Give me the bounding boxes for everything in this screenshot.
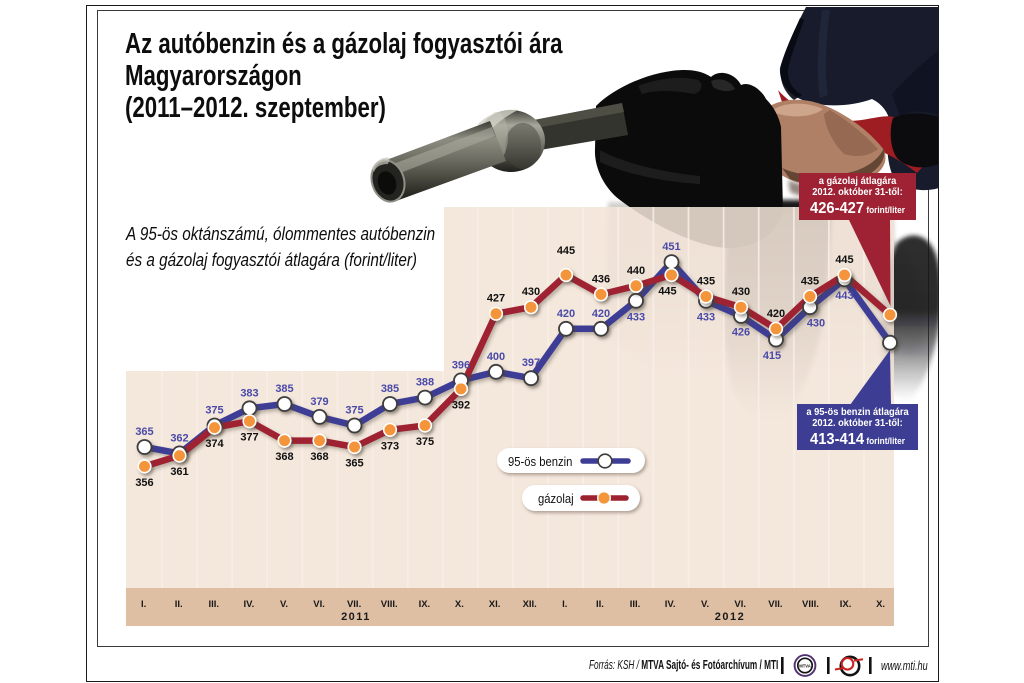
svg-text:433: 433 xyxy=(627,311,645,323)
svg-text:392: 392 xyxy=(452,399,470,411)
svg-text:368: 368 xyxy=(310,451,328,463)
svg-text:373: 373 xyxy=(381,440,399,452)
svg-text:440: 440 xyxy=(627,265,645,277)
svg-text:443: 443 xyxy=(835,290,853,302)
svg-text:II.: II. xyxy=(175,599,183,610)
svg-text:361: 361 xyxy=(170,466,188,478)
svg-text:400: 400 xyxy=(487,351,505,363)
svg-text:445: 445 xyxy=(658,286,676,298)
svg-text:383: 383 xyxy=(240,387,258,399)
svg-text:X.: X. xyxy=(876,599,885,610)
svg-text:VI.: VI. xyxy=(313,599,325,610)
svg-text:435: 435 xyxy=(697,276,715,288)
svg-text:374: 374 xyxy=(205,438,224,450)
svg-text:365: 365 xyxy=(345,458,363,470)
svg-text:X.: X. xyxy=(455,599,464,610)
svg-text:IV.: IV. xyxy=(665,599,676,610)
svg-text:368: 368 xyxy=(275,451,293,463)
svg-text:VII.: VII. xyxy=(768,599,782,610)
svg-text:388: 388 xyxy=(416,377,434,389)
svg-text:397: 397 xyxy=(522,357,540,369)
svg-text:XI.: XI. xyxy=(489,599,501,610)
svg-text:385: 385 xyxy=(381,383,399,395)
svg-text:426: 426 xyxy=(732,326,750,338)
svg-text:III.: III. xyxy=(630,599,641,610)
svg-text:415: 415 xyxy=(763,350,781,362)
svg-text:VI.: VI. xyxy=(734,599,746,610)
svg-text:VIII.: VIII. xyxy=(381,599,398,610)
svg-text:MTVA: MTVA xyxy=(799,663,811,668)
svg-text:2012: 2012 xyxy=(715,611,745,623)
svg-text:IX.: IX. xyxy=(840,599,852,610)
svg-text:II.: II. xyxy=(596,599,604,610)
svg-text:430: 430 xyxy=(522,286,540,298)
svg-text:436: 436 xyxy=(592,273,610,285)
svg-text:365: 365 xyxy=(135,426,153,438)
svg-text:VIII.: VIII. xyxy=(802,599,819,610)
svg-text:375: 375 xyxy=(345,405,363,417)
svg-text:420: 420 xyxy=(592,308,610,320)
svg-text:XII.: XII. xyxy=(523,599,537,610)
svg-text:IV.: IV. xyxy=(244,599,255,610)
svg-text:445: 445 xyxy=(557,245,575,257)
svg-text:377: 377 xyxy=(240,432,258,444)
svg-text:362: 362 xyxy=(170,432,188,444)
svg-text:430: 430 xyxy=(732,286,750,298)
svg-text:435: 435 xyxy=(801,276,819,288)
svg-text:420: 420 xyxy=(557,308,575,320)
svg-text:I.: I. xyxy=(141,599,146,610)
svg-text:375: 375 xyxy=(205,405,223,417)
svg-text:379: 379 xyxy=(310,396,328,408)
svg-text:V.: V. xyxy=(280,599,288,610)
svg-text:396: 396 xyxy=(452,359,470,371)
svg-text:2011: 2011 xyxy=(341,611,371,623)
svg-text:385: 385 xyxy=(275,383,293,395)
svg-text:445: 445 xyxy=(835,254,853,266)
svg-text:433: 433 xyxy=(697,311,715,323)
svg-text:356: 356 xyxy=(135,477,153,489)
svg-text:I.: I. xyxy=(562,599,567,610)
svg-text:427: 427 xyxy=(487,293,505,305)
svg-text:IX.: IX. xyxy=(419,599,431,610)
svg-text:420: 420 xyxy=(767,308,785,320)
svg-text:451: 451 xyxy=(662,241,680,253)
svg-text:III.: III. xyxy=(209,599,220,610)
svg-text:430: 430 xyxy=(807,318,825,330)
svg-text:V.: V. xyxy=(701,599,709,610)
svg-text:375: 375 xyxy=(416,436,434,448)
svg-text:VII.: VII. xyxy=(347,599,361,610)
